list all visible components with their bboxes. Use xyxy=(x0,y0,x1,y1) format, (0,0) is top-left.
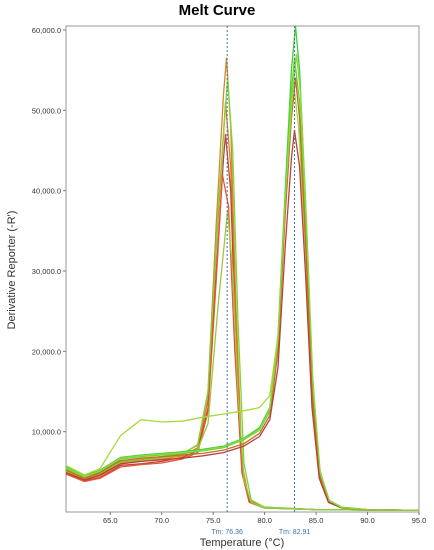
y-tick-label: 60,000.0 xyxy=(32,26,61,35)
y-tick-label: 20,000.0 xyxy=(32,347,61,356)
y-axis: 10,000.0 20,000.0 30,000.0 40,000.0 50,000.0… xyxy=(32,26,66,437)
x-axis-label: Temperature (°C) xyxy=(200,537,284,549)
series-line xyxy=(65,77,420,512)
x-tick-label: 65.0 xyxy=(103,516,118,525)
x-tick-label: 80.0 xyxy=(257,516,272,525)
x-tick-label: 90.0 xyxy=(360,516,375,525)
y-tick-label: 10,000.0 xyxy=(32,428,61,437)
tm-marker-label: Tm: 76.36 xyxy=(211,529,243,536)
chart-title: Melt Curve xyxy=(179,2,256,19)
series-line xyxy=(65,129,420,512)
x-tick-label: 70.0 xyxy=(154,516,169,525)
series-line xyxy=(65,77,420,512)
x-tick-label: 75.0 xyxy=(206,516,221,525)
tm-marker-label: Tm: 82.91 xyxy=(279,529,311,536)
y-tick-label: 30,000.0 xyxy=(32,267,61,276)
y-tick-label: 50,000.0 xyxy=(32,106,61,115)
x-tick-label: 95.0 xyxy=(412,516,427,525)
x-tick-label: 85.0 xyxy=(309,516,324,525)
y-axis-label: Derivative Reporter (-R') xyxy=(6,211,18,330)
series-line xyxy=(65,53,420,512)
y-tick-label: 40,000.0 xyxy=(32,187,61,196)
tm-markers: Tm: 76.36 Tm: 82.91 xyxy=(211,26,310,536)
x-axis: 65.0 70.0 75.0 80.0 85.0 90.0 95.0 xyxy=(103,512,426,525)
series-layer xyxy=(65,25,420,512)
